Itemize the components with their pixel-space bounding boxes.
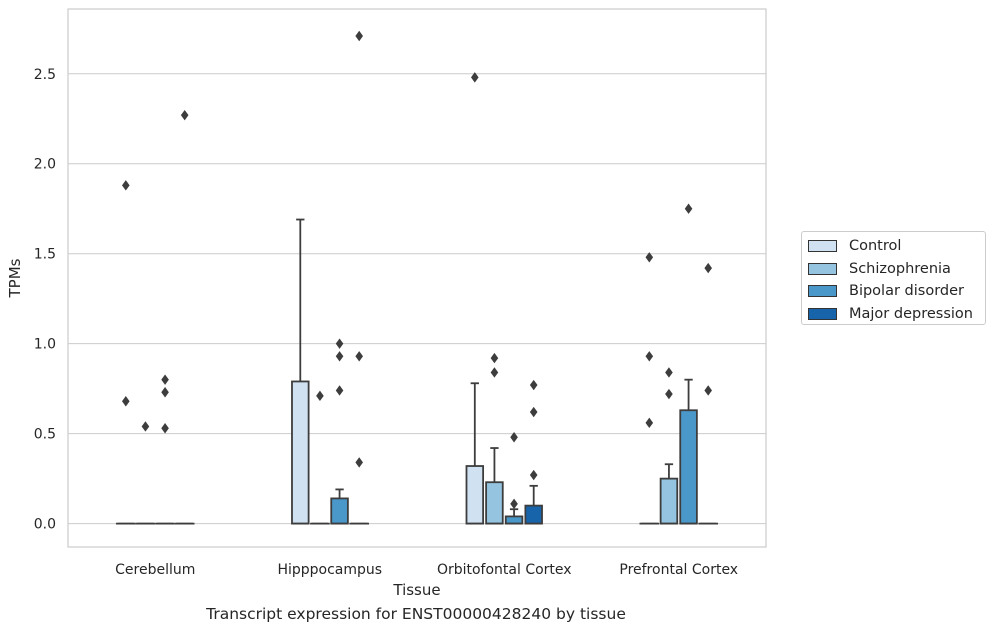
- outlier-point: [529, 406, 538, 418]
- outlier-point: [316, 390, 324, 402]
- legend-swatch: [808, 240, 837, 253]
- outlier-point: [161, 387, 169, 398]
- outlier-point: [704, 385, 712, 396]
- y-tick-label: 0.5: [34, 427, 56, 443]
- x-tick-label: Prefrontal Cortex: [619, 562, 738, 578]
- outlier-point: [665, 367, 673, 378]
- y-tick-label: 2.5: [34, 67, 56, 83]
- outlier-point: [529, 469, 538, 481]
- box: [465, 465, 485, 525]
- legend-label: Bipolar disorder: [849, 283, 964, 300]
- outlier-point: [645, 351, 654, 362]
- legend-item: Bipolar disorder: [808, 280, 979, 303]
- x-tick-label: Cerebellum: [115, 562, 195, 578]
- legend-label: Control: [849, 238, 902, 255]
- outlier-point: [161, 423, 169, 434]
- outlier-point: [355, 351, 363, 362]
- outlier-point: [141, 421, 150, 432]
- outlier-point: [645, 252, 654, 263]
- outlier-point: [684, 203, 693, 214]
- chart-caption: Transcript expression for ENST0000042824…: [206, 605, 626, 623]
- legend: Control Schizophrenia Bipolar disorder Majo…: [801, 231, 986, 325]
- legend-item: Major depression: [808, 303, 979, 326]
- outlier-point: [122, 180, 130, 191]
- x-axis-label: Tissue: [392, 581, 440, 599]
- outlier-point: [161, 374, 169, 385]
- outlier-point: [510, 432, 518, 443]
- box: [330, 497, 349, 525]
- outlier-point: [335, 338, 344, 349]
- outlier-point: [529, 379, 538, 391]
- outlier-point: [471, 72, 479, 83]
- box: [679, 409, 698, 525]
- outlier-point: [490, 352, 499, 364]
- outlier-point: [335, 385, 344, 396]
- outlier-point: [665, 388, 673, 400]
- y-tick-label: 2.0: [34, 157, 56, 173]
- legend-swatch: [808, 262, 837, 275]
- y-tick-label: 0.0: [34, 517, 56, 533]
- box: [485, 481, 504, 525]
- outlier-point: [122, 396, 130, 407]
- legend-swatch: [808, 285, 837, 298]
- y-axis-label: TPMs: [6, 258, 24, 298]
- box: [659, 477, 679, 525]
- outlier-point: [180, 109, 189, 121]
- plot-frame: [67, 8, 767, 548]
- outlier-point: [355, 30, 363, 42]
- y-tick-label: 1.0: [34, 337, 56, 353]
- outlier-point: [335, 351, 344, 362]
- x-tick-label: Hipppocampus: [277, 562, 382, 578]
- legend-swatch: [808, 307, 837, 320]
- outlier-point: [490, 367, 499, 378]
- legend-item: Control: [808, 235, 979, 258]
- legend-label: Schizophrenia: [849, 260, 951, 277]
- box: [504, 515, 524, 525]
- outlier-point: [645, 417, 654, 429]
- legend-label: Major depression: [849, 305, 973, 322]
- outlier-point: [510, 498, 518, 510]
- outlier-point: [704, 262, 712, 274]
- box: [524, 504, 543, 525]
- legend-item: Schizophrenia: [808, 258, 979, 281]
- y-tick-label: 1.5: [34, 247, 56, 263]
- outlier-point: [355, 457, 363, 468]
- box: [291, 380, 310, 525]
- x-tick-label: Orbitofontal Cortex: [437, 562, 572, 578]
